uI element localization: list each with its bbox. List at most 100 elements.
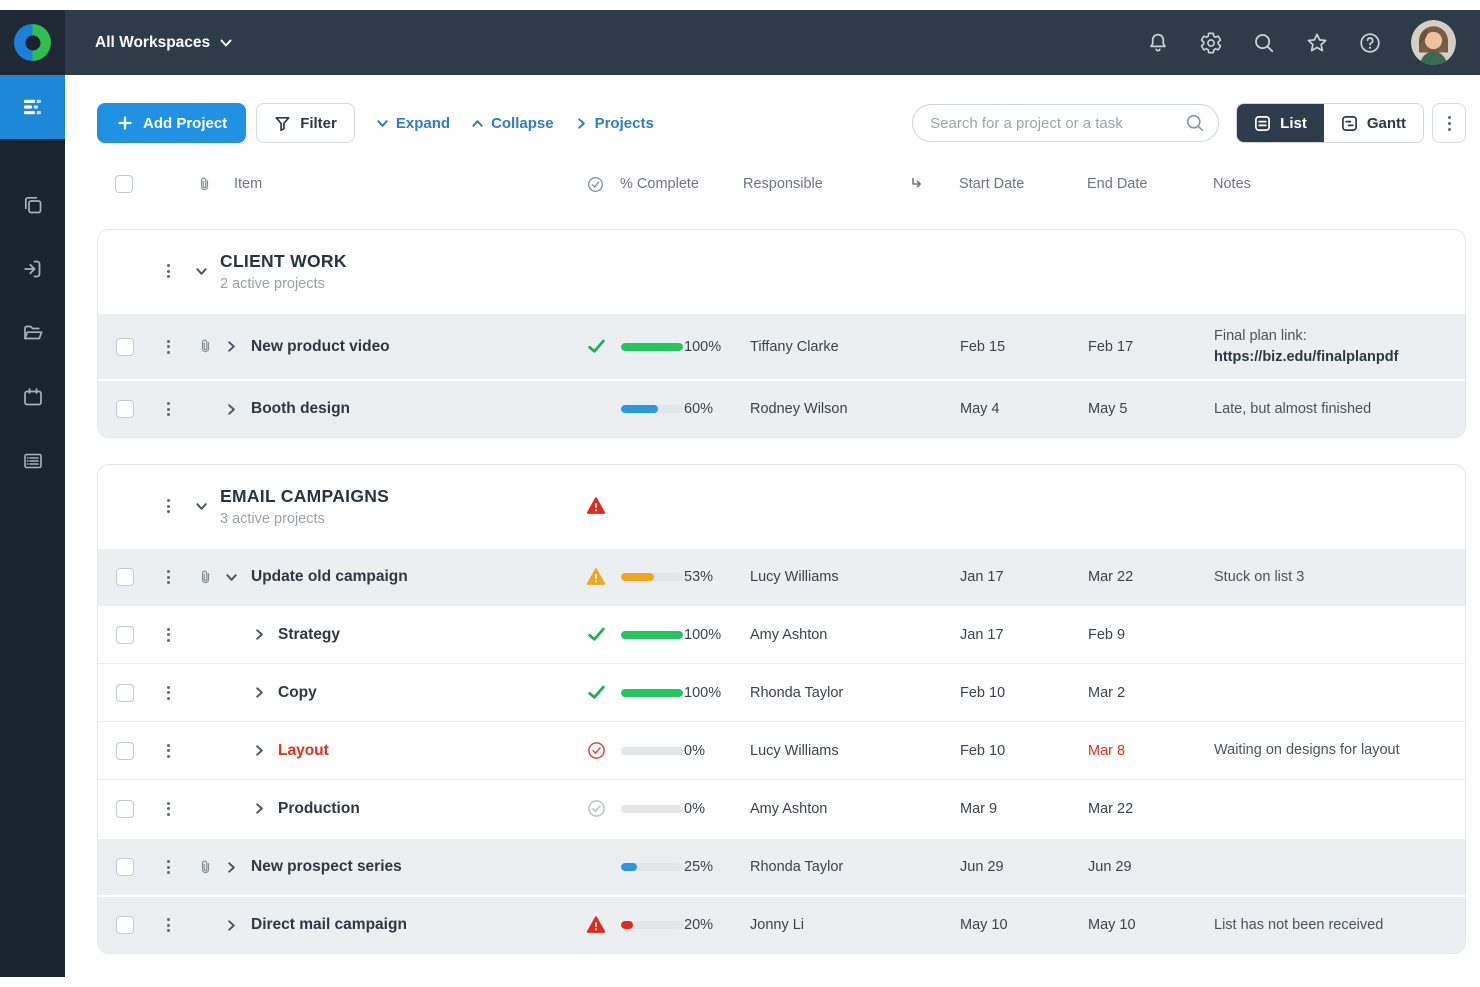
chevron-down-icon[interactable] <box>188 500 218 513</box>
help-icon[interactable] <box>1358 31 1382 55</box>
workspace-switcher[interactable]: All Workspaces <box>95 34 233 52</box>
complete-check-icon <box>587 683 606 702</box>
progress-percent: 100% <box>684 626 722 643</box>
sidebar-item-timeline[interactable] <box>0 75 65 139</box>
notifications-icon[interactable] <box>1146 31 1170 55</box>
progress-bar <box>621 342 683 351</box>
row-menu-icon[interactable] <box>158 918 180 932</box>
search-icon[interactable] <box>1252 31 1276 55</box>
row-menu-icon[interactable] <box>158 627 180 642</box>
more-options-button[interactable] <box>1432 103 1466 143</box>
row-menu-icon[interactable] <box>158 570 180 584</box>
responsible-cell: Rodney Wilson <box>750 401 848 417</box>
row-menu-icon[interactable] <box>158 743 180 758</box>
workspace-label: All Workspaces <box>95 33 211 51</box>
user-avatar[interactable] <box>1411 20 1456 65</box>
expand-link[interactable]: Expand <box>376 115 450 132</box>
row-checkbox[interactable] <box>116 568 134 586</box>
task-row[interactable]: Layout 0% Lucy Williams Feb 10 Mar 8 Waiting … <box>98 721 1465 779</box>
progress-bar <box>621 405 683 413</box>
top-bar: All Workspaces <box>0 10 1480 75</box>
gantt-view-label: Gantt <box>1366 114 1406 132</box>
progress-bar <box>621 863 683 871</box>
sidebar-item-boards[interactable] <box>0 173 65 237</box>
gantt-view-icon <box>1341 115 1357 131</box>
row-menu-icon[interactable] <box>158 801 180 816</box>
row-checkbox[interactable] <box>116 916 134 934</box>
notes-cell <box>1210 685 1465 701</box>
overdue-status-icon <box>587 741 606 760</box>
chevron-down-icon[interactable] <box>218 571 248 584</box>
task-name: Direct mail campaign <box>251 916 407 933</box>
chevron-right-icon[interactable] <box>246 686 276 699</box>
task-name: Update old campaign <box>251 568 408 585</box>
task-row[interactable]: Strategy 100% Amy Ashton Jan 17 Feb 9 <box>98 605 1465 663</box>
chevron-right-icon[interactable] <box>218 861 248 874</box>
task-row[interactable]: Direct mail campaign 20% Jonny Li May 10 May… <box>98 895 1465 953</box>
group-title: CLIENT WORK <box>220 250 347 271</box>
logo-icon <box>14 24 51 61</box>
task-name: Copy <box>278 683 317 701</box>
progress-cell: 100% <box>614 339 744 355</box>
row-menu-icon[interactable] <box>158 339 180 354</box>
task-row[interactable]: Booth design 60% Rodney Wilson May 4 May 5 La… <box>98 379 1465 437</box>
progress-bar <box>621 630 683 639</box>
notes-cell <box>1210 859 1465 875</box>
notes-cell: Late, but almost finished <box>1210 391 1465 427</box>
task-row[interactable]: Production 0% Amy Ashton Mar 9 Mar 22 <box>98 779 1465 837</box>
row-menu-icon[interactable] <box>158 685 180 700</box>
collapse-link[interactable]: Collapse <box>471 115 554 132</box>
row-checkbox[interactable] <box>116 337 134 356</box>
row-checkbox[interactable] <box>116 625 134 644</box>
progress-percent: 0% <box>684 742 705 759</box>
select-all-checkbox[interactable] <box>115 175 133 193</box>
task-row[interactable]: New product video 100% Tiffany Clarke Feb 1… <box>98 312 1465 379</box>
sidebar-item-projects[interactable] <box>0 301 65 365</box>
chevron-right-icon[interactable] <box>218 403 248 416</box>
attachment-column-icon <box>187 176 217 193</box>
chevron-right-icon[interactable] <box>218 340 248 353</box>
gantt-view-button[interactable]: Gantt <box>1323 104 1423 142</box>
projects-link[interactable]: Projects <box>575 115 654 132</box>
chevron-right-icon[interactable] <box>246 744 276 757</box>
attachment-icon <box>197 569 214 586</box>
search-icon[interactable] <box>1184 112 1206 134</box>
attachment-icon <box>197 859 214 876</box>
chevron-right-icon[interactable] <box>246 628 276 641</box>
row-menu-icon[interactable] <box>158 860 180 874</box>
chevron-down-icon[interactable] <box>188 265 218 278</box>
list-view-button[interactable]: List <box>1237 104 1324 142</box>
task-row[interactable]: Update old campaign 53% Lucy Williams Jan 1… <box>98 547 1465 605</box>
start-date-cell: Feb 10 <box>960 742 1006 759</box>
sidebar-item-signin[interactable] <box>0 237 65 301</box>
group-header: CLIENT WORK 2 active projects <box>98 230 1465 312</box>
favorites-icon[interactable] <box>1305 31 1329 55</box>
chevron-right-icon[interactable] <box>246 802 276 815</box>
task-row[interactable]: Copy 100% Rhonda Taylor Feb 10 Mar 2 <box>98 663 1465 721</box>
note-link[interactable]: https://biz.edu/finalplanpdf <box>1214 348 1399 365</box>
search-input[interactable] <box>912 104 1220 142</box>
row-menu-icon[interactable] <box>158 402 180 416</box>
row-checkbox[interactable] <box>116 400 134 418</box>
filter-icon <box>275 116 290 131</box>
sidebar-item-notes[interactable] <box>0 429 65 493</box>
main-content: Add Project Filter Expand Collapse Proje… <box>65 75 1480 987</box>
row-checkbox[interactable] <box>116 741 134 760</box>
group-menu-icon[interactable] <box>158 499 180 513</box>
notes-cell: Final plan link: https://biz.edu/finalpla… <box>1210 318 1465 375</box>
start-date-cell: Jan 17 <box>960 569 1004 585</box>
row-checkbox[interactable] <box>116 799 134 818</box>
task-row[interactable]: New prospect series 25% Rhonda Taylor Jun 2… <box>98 837 1465 895</box>
note-text: Waiting on designs for layout <box>1214 742 1400 759</box>
progress-cell: 100% <box>614 685 744 701</box>
group-menu-icon[interactable] <box>158 264 180 278</box>
row-checkbox[interactable] <box>116 858 134 876</box>
sidebar-item-calendar[interactable] <box>0 365 65 429</box>
settings-icon[interactable] <box>1199 31 1223 55</box>
progress-percent: 53% <box>684 569 714 585</box>
chevron-right-icon[interactable] <box>218 919 248 932</box>
filter-button[interactable]: Filter <box>256 103 355 143</box>
app-logo[interactable] <box>0 10 65 75</box>
add-project-button[interactable]: Add Project <box>97 103 247 143</box>
row-checkbox[interactable] <box>116 683 134 702</box>
